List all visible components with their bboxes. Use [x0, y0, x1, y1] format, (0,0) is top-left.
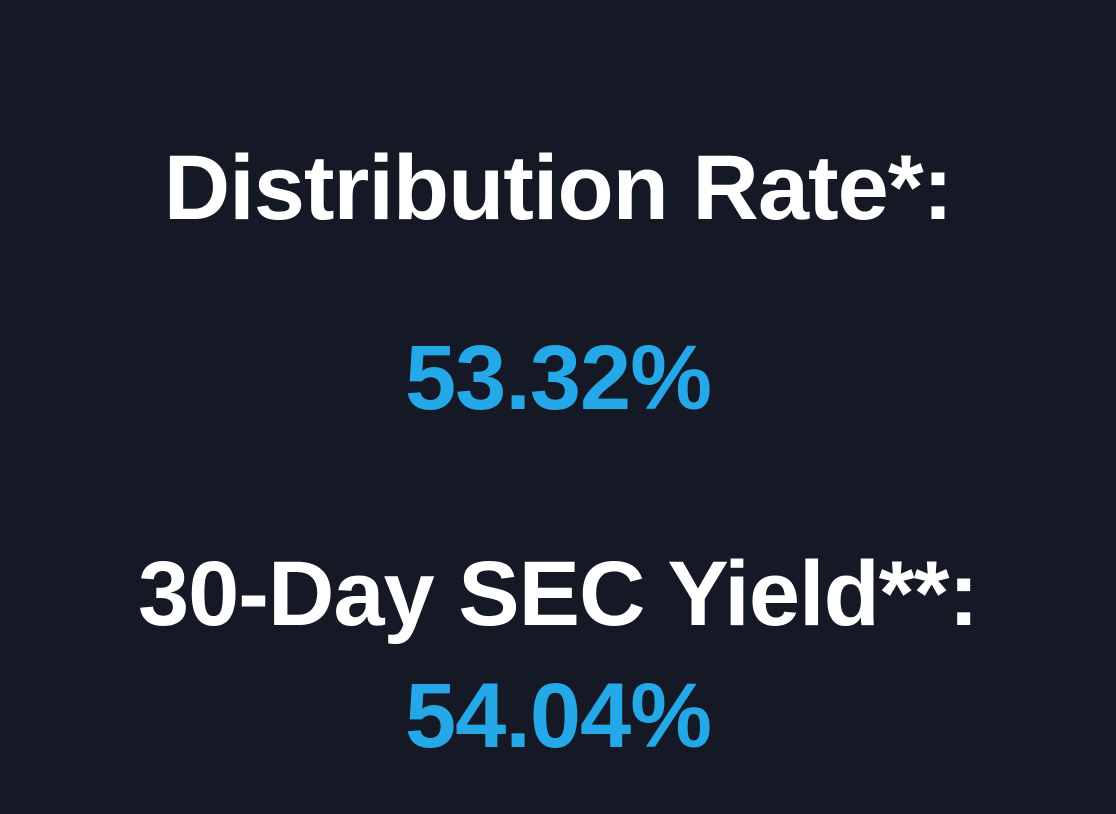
sec-yield-label: 30-Day SEC Yield**:	[137, 543, 979, 645]
sec-yield-value: 54.04%	[404, 665, 712, 767]
distribution-rate-value: 53.32%	[404, 327, 712, 429]
distribution-rate-label: Distribution Rate*:	[163, 137, 954, 239]
